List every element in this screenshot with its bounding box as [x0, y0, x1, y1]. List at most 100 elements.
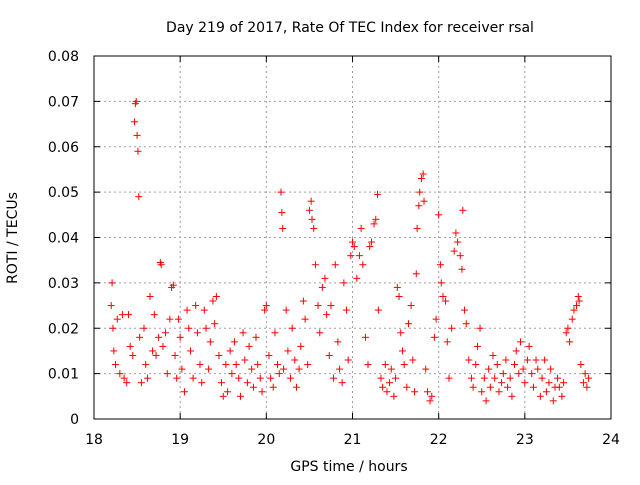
data-point	[292, 383, 300, 391]
data-point	[512, 347, 520, 355]
data-point	[542, 388, 550, 396]
data-point	[355, 252, 363, 260]
data-point	[416, 188, 424, 196]
data-point	[198, 379, 206, 387]
data-point	[169, 281, 177, 289]
data-point	[439, 292, 447, 300]
data-point	[532, 356, 540, 364]
data-point	[163, 370, 171, 378]
data-point	[366, 243, 374, 251]
data-point	[554, 374, 562, 382]
data-point	[529, 383, 537, 391]
data-point	[585, 374, 593, 382]
data-point	[166, 315, 174, 323]
data-point	[134, 147, 142, 155]
data-point	[506, 374, 514, 382]
data-point	[235, 374, 243, 382]
data-point	[459, 206, 467, 214]
data-point	[461, 306, 469, 314]
data-point	[301, 315, 309, 323]
data-point	[442, 297, 450, 305]
data-point	[325, 351, 333, 359]
data-point	[205, 365, 213, 373]
data-point	[112, 361, 120, 369]
data-point	[564, 324, 572, 332]
data-point	[336, 365, 344, 373]
data-point	[219, 392, 227, 400]
data-point	[422, 365, 430, 373]
data-point	[314, 302, 322, 310]
data-point	[173, 374, 181, 382]
data-point	[297, 342, 305, 350]
data-point	[189, 374, 197, 382]
data-point	[232, 361, 240, 369]
data-point	[256, 374, 264, 382]
data-point	[549, 397, 557, 405]
data-point	[239, 329, 247, 337]
data-point	[261, 306, 269, 314]
data-point	[327, 302, 335, 310]
data-point	[397, 329, 405, 337]
data-point	[344, 356, 352, 364]
data-point	[262, 302, 270, 310]
data-point	[176, 333, 184, 341]
data-point	[265, 351, 273, 359]
data-point	[267, 374, 275, 382]
data-point	[178, 365, 186, 373]
data-point	[226, 347, 234, 355]
data-point	[473, 342, 481, 350]
data-point	[279, 224, 287, 232]
data-point	[248, 365, 256, 373]
data-point	[393, 283, 401, 291]
data-point	[432, 315, 440, 323]
x-tick-label: 21	[344, 432, 362, 448]
data-point	[510, 361, 518, 369]
data-point	[450, 247, 458, 255]
data-point	[330, 374, 338, 382]
data-point	[566, 338, 574, 346]
y-tick-label: 0.04	[48, 231, 79, 247]
plot-frame	[93, 55, 612, 420]
x-tick-label: 24	[602, 432, 620, 448]
data-points	[107, 97, 593, 405]
data-point	[118, 311, 126, 319]
data-point	[541, 356, 549, 364]
data-point	[419, 170, 427, 178]
data-point	[502, 356, 510, 364]
data-point	[180, 388, 188, 396]
data-point	[146, 292, 154, 300]
data-point	[364, 361, 372, 369]
data-point	[558, 392, 566, 400]
data-point	[381, 361, 389, 369]
data-point	[149, 347, 157, 355]
data-point	[519, 365, 527, 373]
data-point	[383, 388, 391, 396]
data-point	[284, 347, 292, 355]
data-point	[456, 252, 464, 260]
data-point	[498, 379, 506, 387]
data-point	[583, 383, 591, 391]
data-point	[467, 374, 475, 382]
data-point	[323, 311, 331, 319]
data-point	[482, 397, 490, 405]
data-point	[126, 342, 134, 350]
data-point	[310, 224, 318, 232]
data-point	[321, 274, 329, 282]
data-point	[120, 374, 128, 382]
data-point	[236, 392, 244, 400]
data-point	[536, 392, 544, 400]
data-point	[428, 392, 436, 400]
data-point	[304, 361, 312, 369]
data-point	[454, 238, 462, 246]
data-point	[574, 292, 582, 300]
data-point	[202, 324, 210, 332]
data-point	[445, 374, 453, 382]
data-point	[215, 351, 223, 359]
data-point	[196, 361, 204, 369]
data-point	[581, 370, 589, 378]
data-point	[311, 261, 319, 269]
data-point	[107, 302, 115, 310]
y-tick-label: 0.06	[48, 140, 79, 156]
data-point	[286, 374, 294, 382]
data-point	[124, 311, 132, 319]
